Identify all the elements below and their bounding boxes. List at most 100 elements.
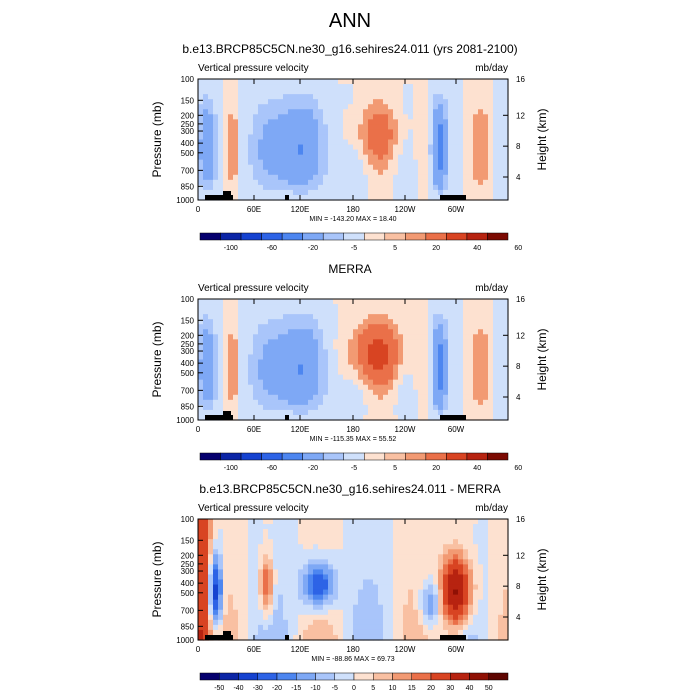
- field-cell: [398, 89, 404, 95]
- field-cell: [423, 149, 429, 156]
- field-cell: [218, 409, 224, 416]
- field-cell: [458, 144, 464, 151]
- field-cell: [303, 349, 309, 356]
- field-cell: [428, 564, 434, 571]
- field-cell: [453, 174, 459, 181]
- field-cell: [253, 364, 259, 371]
- field-cell: [343, 594, 349, 601]
- field-cell: [243, 329, 249, 335]
- field-cell: [363, 404, 369, 411]
- field-cell: [288, 334, 294, 340]
- field-cell: [238, 109, 244, 115]
- field-cell: [383, 304, 389, 310]
- field-cell: [493, 104, 499, 110]
- field-cell: [278, 184, 284, 191]
- field-cell: [288, 99, 294, 105]
- field-cell: [383, 559, 389, 565]
- field-cell: [233, 619, 239, 626]
- field-cell: [228, 94, 234, 100]
- field-cell: [413, 584, 419, 591]
- field-cell: [473, 184, 479, 191]
- field-cell: [243, 299, 249, 305]
- field-cell: [418, 534, 424, 540]
- field-cell: [493, 354, 499, 361]
- field-cell: [218, 554, 224, 560]
- field-cell: [338, 299, 344, 305]
- field-cell: [333, 624, 339, 631]
- field-cell: [483, 359, 489, 366]
- field-cell: [498, 154, 504, 161]
- field-cell: [288, 144, 294, 151]
- field-cell: [473, 359, 479, 366]
- field-cell: [303, 324, 309, 330]
- field-cell: [248, 579, 254, 586]
- field-cell: [198, 184, 204, 191]
- field-cell: [263, 394, 269, 401]
- field-cell: [278, 389, 284, 396]
- colorbar-swatch: [392, 672, 412, 681]
- field-cell: [338, 369, 344, 376]
- field-cell: [373, 154, 379, 161]
- field-cell: [403, 534, 409, 540]
- field-cell: [373, 629, 379, 636]
- field-cell: [408, 299, 414, 305]
- field-cell: [493, 399, 499, 406]
- field-cell: [338, 89, 344, 95]
- field-cell: [428, 334, 434, 340]
- field-cell: [343, 544, 349, 550]
- y-tick-label: 400: [181, 139, 195, 148]
- field-cell: [203, 349, 209, 356]
- field-cell: [363, 604, 369, 611]
- field-cell: [443, 319, 449, 325]
- colorbar-swatch: [315, 672, 335, 681]
- field-cell: [458, 359, 464, 366]
- field-cell: [458, 109, 464, 115]
- field-cell: [388, 409, 394, 416]
- field-cell: [298, 84, 304, 90]
- field-cell: [338, 604, 344, 611]
- field-cell: [493, 629, 499, 636]
- field-cell: [413, 194, 419, 201]
- field-cell: [238, 384, 244, 391]
- field-cell: [383, 329, 389, 335]
- field-cell: [428, 589, 434, 596]
- field-cell: [258, 349, 264, 356]
- field-cell: [263, 604, 269, 611]
- field-cell: [443, 614, 449, 621]
- field-cell: [388, 349, 394, 356]
- colorbar-swatch: [199, 232, 221, 241]
- field-cell: [278, 594, 284, 601]
- field-cell: [428, 399, 434, 406]
- field-cell: [313, 139, 319, 146]
- field-cell: [248, 629, 254, 636]
- field-cell: [383, 624, 389, 631]
- field-cell: [328, 589, 334, 596]
- field-cell: [383, 94, 389, 100]
- field-cell: [413, 569, 419, 576]
- field-cell: [253, 519, 259, 525]
- field-cell: [483, 624, 489, 631]
- x-tick-label: 180: [346, 205, 360, 214]
- field-cell: [258, 404, 264, 411]
- field-cell: [313, 339, 319, 345]
- field-cell: [313, 624, 319, 631]
- field-cell: [213, 374, 219, 381]
- field-cell: [498, 559, 504, 565]
- field-cell: [198, 174, 204, 181]
- field-cell: [418, 524, 424, 530]
- field-cell: [413, 109, 419, 115]
- field-cell: [468, 164, 474, 171]
- field-cell: [428, 629, 434, 636]
- field-cell: [223, 344, 229, 351]
- field-cell: [293, 324, 299, 330]
- field-cell: [453, 344, 459, 351]
- field-cell: [373, 394, 379, 401]
- field-cell: [203, 179, 209, 186]
- field-cell: [228, 599, 234, 606]
- field-cell: [283, 594, 289, 601]
- field-cell: [343, 384, 349, 391]
- field-cell: [308, 544, 314, 550]
- field-cell: [203, 124, 209, 131]
- field-cell: [458, 309, 464, 315]
- field-cell: [478, 309, 484, 315]
